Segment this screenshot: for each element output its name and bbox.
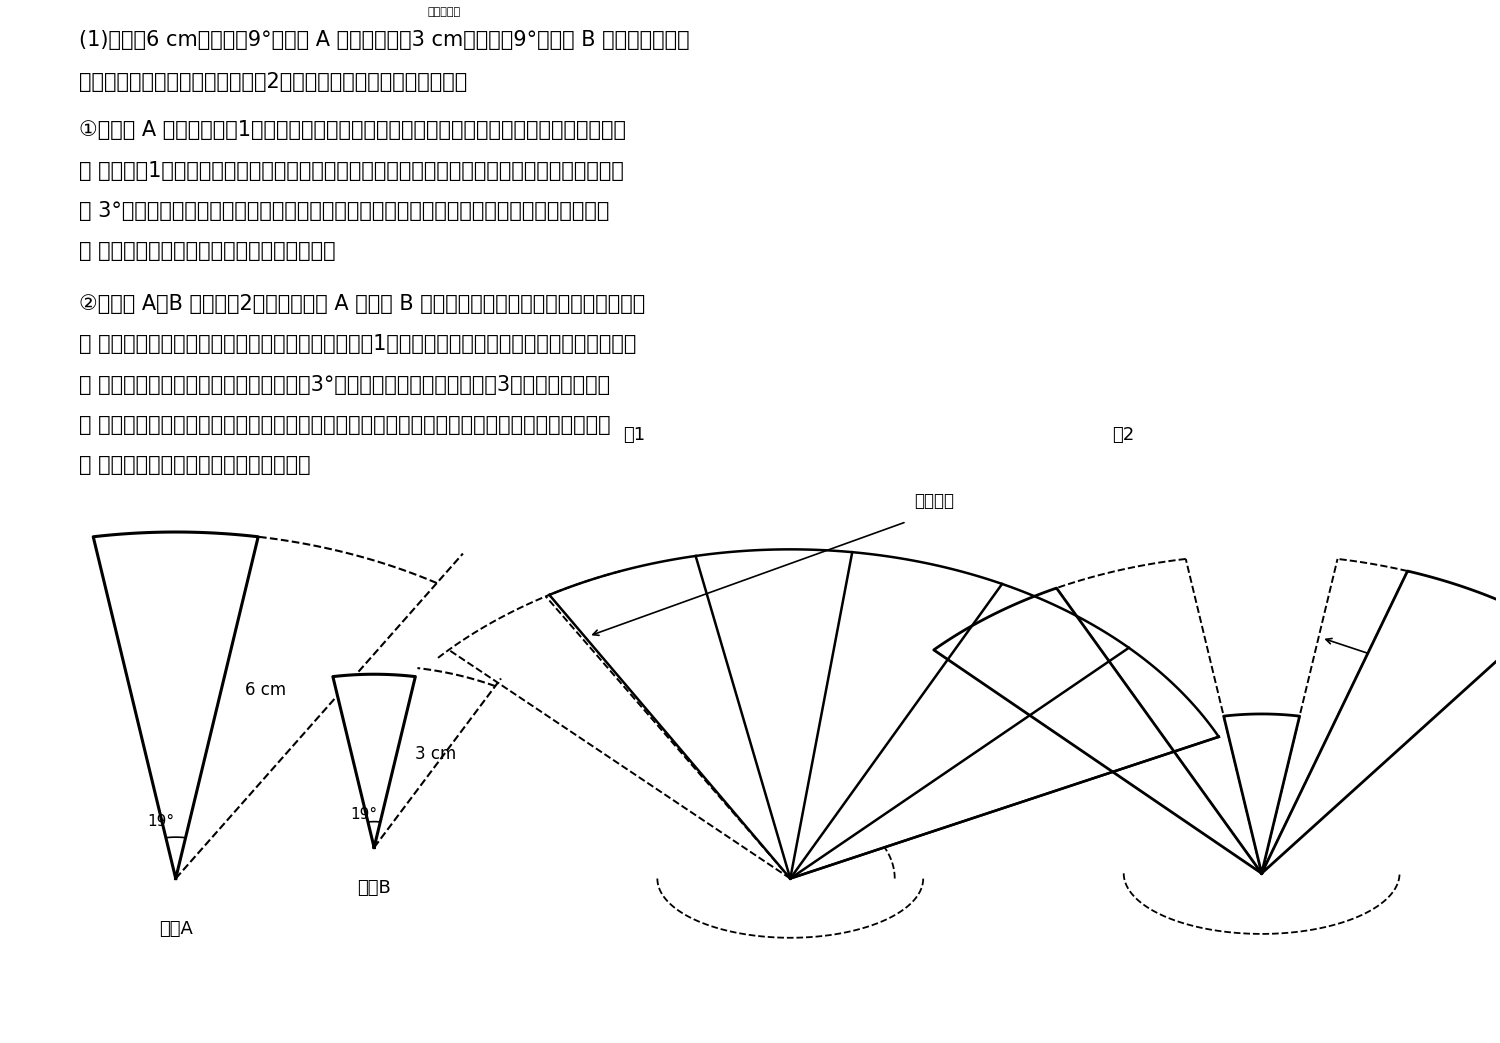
Text: のりしろ部分の扇形の中心角はどれも3°以上です。また，扇形の紙が3枚以上重なる部分: のりしろ部分の扇形の中心角はどれも3°以上です。また，扇形の紙が3枚以上重なる部… xyxy=(78,374,610,395)
Polygon shape xyxy=(933,588,1262,873)
Text: 扇形A: 扇形A xyxy=(159,920,192,938)
Text: 図2: 図2 xyxy=(1113,427,1134,444)
Polygon shape xyxy=(93,532,258,878)
Polygon shape xyxy=(549,550,1220,878)
Text: のりしろ: のりしろ xyxy=(914,492,954,510)
Polygon shape xyxy=(1262,572,1500,873)
Text: ①　扇形 A の紙だけを図1のようにはり合わせて円を作ります。このとき，最後にはる扇形の: ① 扇形 A の紙だけを図1のようにはり合わせて円を作ります。このとき，最後には… xyxy=(78,120,626,141)
Text: あります。扇形の中心角とは，　2本の半径がつくる角のことです。: あります。扇形の中心角とは， 2本の半径がつくる角のことです。 xyxy=(78,72,466,92)
Text: のりしろ: のりしろ xyxy=(1384,657,1423,676)
Text: 図1: 図1 xyxy=(622,427,645,444)
Text: 19°: 19° xyxy=(147,815,174,829)
Text: ②　扇形 A，B の紙を図2のように扇形 A と扇形 B が必ず互互になるように，平らにはり合: ② 扇形 A，B の紙を図2のように扇形 A と扇形 B が必ず互互になるように… xyxy=(78,294,645,314)
Polygon shape xyxy=(333,674,416,848)
Polygon shape xyxy=(933,588,1262,873)
Text: 3°以上です。のりしろ部分の面積の合計がいちばん小さくなるようにはり合わせたとき，: 3°以上です。のりしろ部分の面積の合計がいちばん小さくなるようにはり合わせたとき… xyxy=(78,201,609,221)
Text: 紙は，　1枚目の扇形の紙にはり合わせます。ただし，のりしろ部分の扇形の中心角はどれも: 紙は， 1枚目の扇形の紙にはり合わせます。ただし，のりしろ部分の扇形の中心角はど… xyxy=(78,161,624,180)
Text: 3 cm: 3 cm xyxy=(414,745,456,762)
Text: 扇形B: 扇形B xyxy=(357,878,392,897)
Text: 19°: 19° xyxy=(350,807,376,822)
Text: できた図形の周の長さを求めなさい。: できた図形の周の長さを求めなさい。 xyxy=(78,456,310,476)
Text: はありません。のりしろ部分の面積の合計がいちばん小さくなるようにはり合わせたとき，: はありません。のりしろ部分の面積の合計がいちばん小さくなるようにはり合わせたとき… xyxy=(78,415,610,435)
Text: 6 cm: 6 cm xyxy=(246,681,286,700)
Polygon shape xyxy=(1224,714,1299,873)
Text: おうぎがた: おうぎがた xyxy=(427,7,460,17)
Polygon shape xyxy=(1262,572,1500,873)
Text: のりしろ部分の面積の合計を求めなさい。: のりしろ部分の面積の合計を求めなさい。 xyxy=(78,241,336,262)
Polygon shape xyxy=(1224,714,1299,873)
Text: (1)　半径6 cm，中心褁9°の扇形 A の紙と，半径3 cm，中心褁9°の扇形 B の紙がたくさん: (1) 半径6 cm，中心褁9°の扇形 A の紙と，半径3 cm，中心褁9°の扇… xyxy=(78,30,690,50)
Text: わせます。このとき，最後にはる扇形の紙は，　1枚目の扇形の紙にはり合わせます。ただし，: わせます。このとき，最後にはる扇形の紙は， 1枚目の扇形の紙にはり合わせます。た… xyxy=(78,335,636,355)
